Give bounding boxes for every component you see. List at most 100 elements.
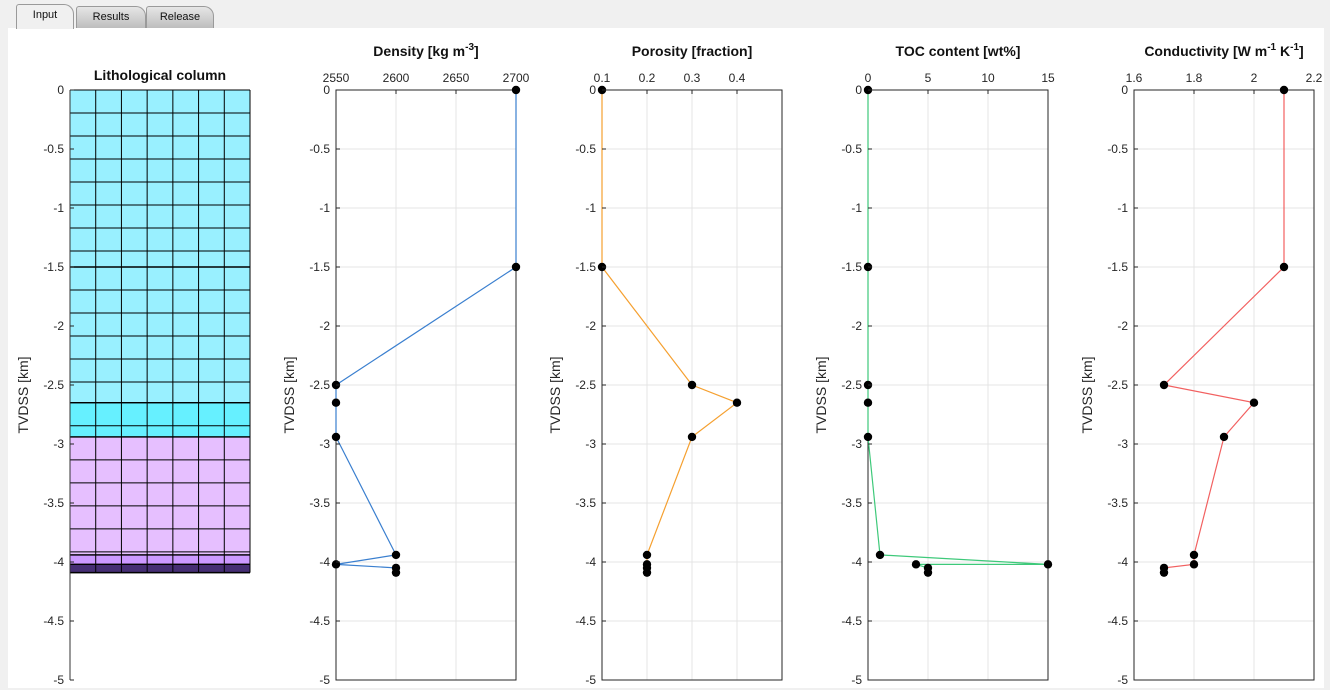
title-text: K [1276, 43, 1290, 59]
y-tick-label: -3.5 [575, 496, 596, 510]
x-tick-label: 2700 [503, 71, 530, 85]
title-text: ] [474, 43, 479, 59]
series-line [601, 90, 739, 573]
y-tick-label: -1.5 [841, 260, 862, 274]
y-tick-label: -3 [851, 437, 862, 451]
data-point [687, 432, 697, 442]
y-tick-label: -2.5 [43, 378, 64, 392]
y-tick-label: -4.5 [841, 614, 862, 628]
y-tick-label: -3.5 [1107, 496, 1128, 510]
y-tick-label: -1.5 [1107, 260, 1128, 274]
y-tick-label: -3 [319, 437, 330, 451]
x-tick-label: 2600 [383, 71, 410, 85]
x-tick-label: 0.4 [729, 71, 746, 85]
title-text: Density [kg m [373, 43, 465, 59]
x-tick-label: 5 [925, 71, 932, 85]
chart-title: TOC content [wt%] [896, 43, 1021, 59]
y-tick-label: -1 [319, 201, 330, 215]
data-point [863, 432, 873, 442]
x-tick-label: 2650 [443, 71, 470, 85]
y-axis-label: TVDSS [km] [281, 356, 297, 433]
y-tick-label: -2.5 [575, 378, 596, 392]
x-tick-label: 10 [981, 71, 995, 85]
x-tick-label: 15 [1041, 71, 1055, 85]
title-superscript: -3 [465, 42, 474, 53]
y-tick-label: -5 [319, 673, 330, 687]
y-tick-label: -1 [1117, 201, 1128, 215]
tab-input[interactable]: Input [16, 4, 74, 29]
lithology-layer [70, 402, 250, 437]
data-point [875, 550, 885, 560]
title-text: ] [1299, 43, 1304, 59]
data-point [391, 550, 401, 560]
x-tick-label: 2.2 [1306, 71, 1323, 85]
y-tick-label: -4.5 [575, 614, 596, 628]
y-tick-label: 0 [323, 83, 330, 97]
y-axis-label: TVDSS [km] [15, 356, 31, 433]
data-point [732, 398, 742, 407]
y-tick-label: -2 [585, 319, 596, 333]
input-panel: 0 -0.5 -1 -1.5 -2 -2.5 -3 -3.5 -4 -4.5 -5 TVDSS [km… [8, 28, 1324, 688]
y-tick-label: 0 [589, 83, 596, 97]
title-text: Porosity [fraction] [632, 43, 753, 59]
plot-4: 1.6 1.8 2 2.2 0 -0.5 -1 -1.5 -2 -2.5 -3 -3.5 -4 -4.5 -… [1079, 42, 1323, 687]
y-tick-label: -1.5 [43, 260, 64, 274]
y-tick-label: -3.5 [43, 496, 64, 510]
data-point [1043, 560, 1053, 569]
x-tick-label: 1.6 [1126, 71, 1143, 85]
y-axis-label: TVDSS [km] [813, 356, 829, 433]
y-tick-label: -3.5 [841, 496, 862, 510]
title-text: Lithological column [94, 67, 226, 83]
y-tick-label: 0 [1121, 83, 1128, 97]
data-point [1189, 550, 1199, 560]
data-point [687, 380, 697, 390]
y-tick-label: -3 [585, 437, 596, 451]
plots-canvas: 0 -0.5 -1 -1.5 -2 -2.5 -3 -3.5 -4 -4.5 -5 TVDSS [km… [15, 42, 1323, 687]
tab-bar: Input Results Release [0, 0, 1330, 29]
y-tick-label: -2 [1117, 319, 1128, 333]
data-point [1189, 560, 1199, 569]
series-line [867, 90, 1049, 573]
data-point [863, 398, 873, 407]
title-superscript: -1 [1290, 42, 1299, 53]
tab-results[interactable]: Results [76, 6, 146, 28]
data-point [923, 568, 933, 577]
y-tick-label: -4 [319, 555, 330, 569]
data-point [391, 568, 401, 577]
y-tick-label: -5 [53, 673, 64, 687]
data-point [1219, 432, 1229, 442]
y-axis-label: TVDSS [km] [1079, 356, 1095, 433]
title-text: TOC content [wt%] [896, 43, 1021, 59]
tab-release[interactable]: Release [146, 6, 214, 28]
data-point [1279, 85, 1289, 95]
plot-1: 2550 2600 2650 2700 0 -0.5 -1 -1.5 -2 -2.5 -3 -3.5 -… [281, 42, 530, 687]
data-point [642, 568, 652, 577]
title-text: Conductivity [W m [1144, 43, 1267, 59]
data-point [331, 432, 341, 442]
plot-0: 0 -0.5 -1 -1.5 -2 -2.5 -3 -3.5 -4 -4.5 -5 TVDSS [km… [15, 67, 251, 687]
y-tick-label: -2 [851, 319, 862, 333]
plot-2: 0.1 0.2 0.3 0.4 0 -0.5 -1 -1.5 -2 -2.5 -3 -3.5 -4 -4.… [547, 43, 783, 687]
data-point [1279, 262, 1289, 272]
y-tick-label: 0 [855, 83, 862, 97]
series-line [335, 90, 517, 573]
y-tick-label: -1 [53, 201, 64, 215]
data-point [331, 398, 341, 407]
series-line [1162, 90, 1285, 573]
x-tick-label: 0.2 [639, 71, 656, 85]
x-tick-label: 0.3 [684, 71, 701, 85]
lithology-base-band [70, 564, 250, 573]
data-point [1249, 398, 1259, 407]
y-axis-label: TVDSS [km] [547, 356, 563, 433]
y-tick-label: -2.5 [1107, 378, 1128, 392]
y-tick-label: 0 [57, 83, 64, 97]
y-tick-label: -4.5 [43, 614, 64, 628]
y-tick-label: -0.5 [841, 142, 862, 156]
lithology-layer [70, 554, 250, 565]
y-tick-label: -1 [585, 201, 596, 215]
x-tick-label: 0 [865, 71, 872, 85]
data-point [911, 560, 921, 569]
y-tick-label: -4 [1117, 555, 1128, 569]
data-point [642, 550, 652, 560]
x-tick-label: 1.8 [1186, 71, 1203, 85]
